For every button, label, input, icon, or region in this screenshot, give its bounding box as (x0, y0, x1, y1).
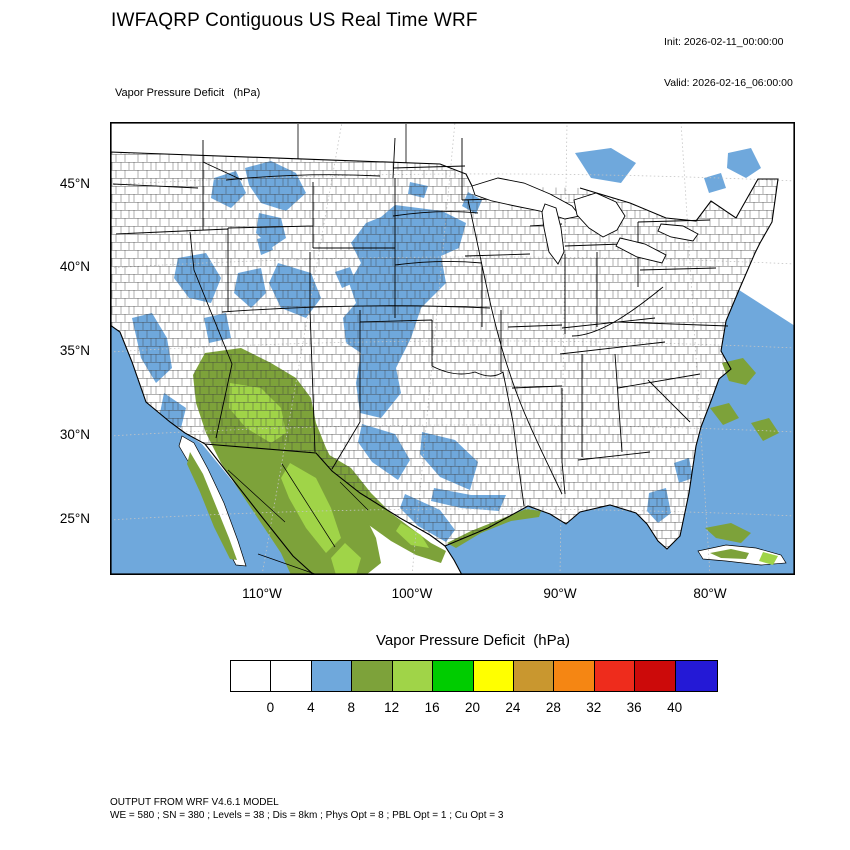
y-axis-label: 45°N (59, 176, 90, 191)
valid-time-label: Valid: 2026-02-16_06:00:00 (664, 76, 793, 89)
great-lakes (471, 177, 699, 265)
footer-config-line: WE = 580 ; SN = 380 ; Levels = 38 ; Dis … (110, 810, 504, 821)
colorbar-tick-label: 0 (266, 700, 275, 715)
colorbar-box (351, 660, 395, 692)
legend-title: Vapor Pressure Deficit (hPa) (376, 632, 570, 649)
y-axis-label: 25°N (59, 511, 90, 526)
colorbar-tick-label: 40 (667, 700, 683, 715)
colorbar-box (432, 660, 476, 692)
baja-green (187, 452, 237, 560)
y-axis-label: 40°N (59, 259, 90, 274)
colorbar-tick-label: 32 (586, 700, 602, 715)
footer-model-line: OUTPUT FROM WRF V4.6.1 MODEL (110, 797, 279, 808)
x-axis-label: 100°W (391, 586, 433, 601)
colorbar-tick-label: 12 (384, 700, 400, 715)
colorbar-tick-label: 28 (545, 700, 561, 715)
colorbar-box (634, 660, 678, 692)
colorbar-box (472, 660, 516, 692)
map-plot (109, 121, 796, 576)
colorbar-tick-label: 8 (347, 700, 355, 715)
colorbar-box (270, 660, 314, 692)
colorbar-tick-label: 24 (505, 700, 521, 715)
init-time-label: Init: 2026-02-11_00:00:00 (664, 36, 784, 48)
colorbar-box (310, 660, 355, 692)
us-map-svg (109, 121, 796, 576)
x-axis-label: 80°W (693, 586, 727, 601)
map-frame (110, 122, 796, 575)
run-info: Init: 2026-02-11_00:00:00 Valid: 2026-02… (664, 9, 793, 104)
colorbar-box (230, 660, 274, 692)
colorbar-box (593, 660, 638, 692)
y-axis-label: 30°N (59, 427, 90, 442)
coastlines-borders (109, 151, 779, 576)
x-axis-label: 90°W (543, 586, 577, 601)
colorbar-tick-label: 36 (626, 700, 642, 715)
cuba-green (710, 549, 749, 559)
y-axis-label: 35°N (59, 343, 90, 358)
page-title: IWFAQRP Contiguous US Real Time WRF (111, 10, 478, 31)
colorbar-box (512, 660, 557, 692)
colorbar-box (391, 660, 436, 692)
colorbar-box (674, 660, 719, 692)
mexico-state-lines (227, 463, 369, 575)
colorbar-box (553, 660, 597, 692)
x-axis-label: 110°W (242, 586, 282, 601)
state-boundaries (112, 137, 729, 507)
colorbar-tick-label: 4 (307, 700, 315, 715)
canada-province-lines (297, 124, 407, 163)
colorbar-tick-label: 20 (465, 700, 481, 715)
colorbar-tick-label: 16 (424, 700, 440, 715)
field-label: Vapor Pressure Deficit (hPa) (115, 87, 261, 99)
